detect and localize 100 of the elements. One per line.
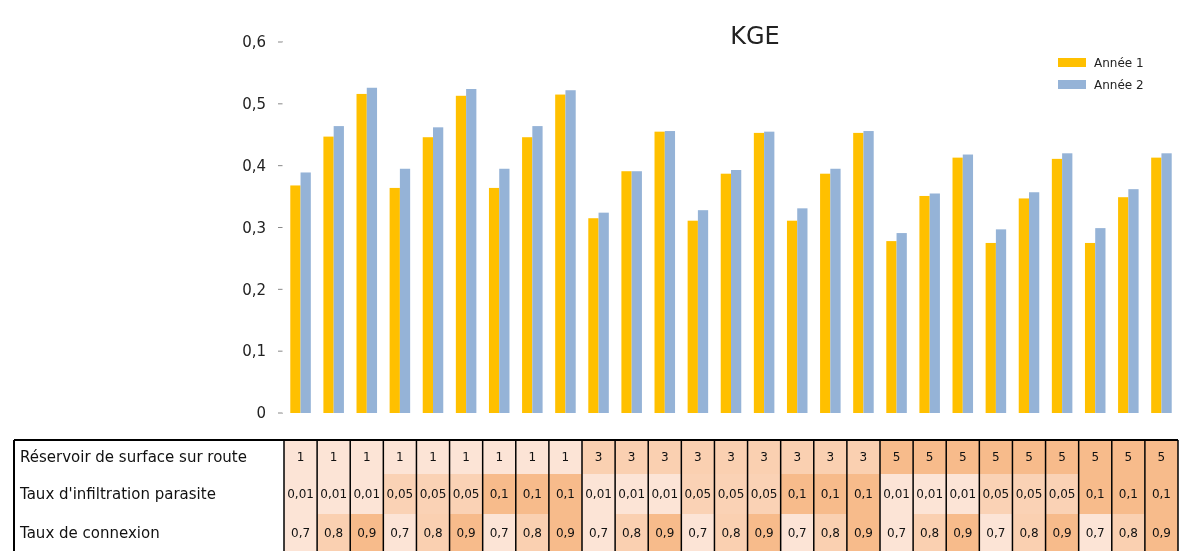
data-label: 5 [992, 450, 1000, 465]
data-label: 0,01 [883, 487, 910, 502]
bar [399, 168, 411, 413]
data-label: 0,1 [1085, 487, 1105, 502]
bar [1095, 228, 1106, 413]
bar [356, 93, 367, 413]
bar [985, 242, 996, 413]
data-label: 0,7 [390, 526, 410, 541]
y-tick-label: 0,6 [242, 33, 266, 52]
bar [1029, 192, 1040, 413]
data-label: 0,1 [1118, 487, 1138, 502]
bar [731, 170, 742, 413]
data-label: 0,05 [750, 487, 778, 502]
data-label: 0,9 [953, 526, 973, 541]
bar [588, 218, 599, 413]
data-label: 0,9 [1151, 526, 1171, 541]
bar [753, 132, 765, 413]
data-label: 3 [594, 450, 603, 465]
data-label: 0,05 [684, 487, 712, 502]
data-label: 0,05 [717, 487, 745, 502]
data-label: 3 [627, 450, 636, 465]
bar [853, 132, 864, 413]
bar [687, 220, 698, 413]
bar [366, 87, 378, 413]
data-label: 0,1 [555, 487, 575, 502]
data-label: 1 [561, 450, 570, 465]
data-label: 0,8 [522, 526, 542, 541]
bar [896, 233, 907, 413]
data-label: 1 [462, 450, 470, 465]
data-label: 0,8 [324, 526, 344, 541]
data-label: 5 [958, 450, 967, 465]
bar [522, 137, 533, 413]
bar [1128, 189, 1139, 413]
bar [290, 185, 301, 413]
data-label: 0,1 [820, 487, 840, 502]
bar [466, 88, 477, 413]
bar [1151, 157, 1162, 413]
bar [995, 229, 1007, 413]
y-tick-label: 0,5 [242, 95, 266, 114]
data-label: 5 [1025, 450, 1033, 465]
data-label: 0,1 [1151, 487, 1171, 502]
data-label: 0,05 [1015, 487, 1043, 502]
data-label: 1 [528, 450, 537, 465]
data-label: 0,1 [853, 487, 873, 502]
data-label: 0,1 [489, 487, 509, 502]
data-label: 1 [329, 450, 338, 465]
legend-label: Année 2 [1094, 78, 1144, 93]
data-label: 3 [660, 450, 669, 465]
data-label: 1 [362, 450, 371, 465]
bar [323, 136, 334, 413]
data-label: 0,8 [1118, 526, 1138, 541]
data-label: 0,05 [386, 487, 414, 502]
bar [422, 137, 433, 413]
y-tick-label: Réservoir de surface sur route [20, 448, 247, 467]
data-label: 0,01 [287, 487, 314, 502]
data-label: 0,9 [456, 526, 476, 541]
data-label: 0,7 [589, 526, 609, 541]
data-label: 0,8 [1019, 526, 1039, 541]
bar [333, 126, 344, 413]
data-label: 5 [925, 450, 934, 465]
data-label: 0,8 [721, 526, 741, 541]
data-label: 3 [727, 450, 735, 465]
data-label: 0,9 [555, 526, 575, 541]
bar [1018, 198, 1029, 413]
data-label: 0,05 [419, 487, 447, 502]
data-label: 0,01 [353, 487, 381, 502]
data-label: 5 [1058, 450, 1066, 465]
data-label: 0,05 [982, 487, 1010, 502]
bar [830, 168, 841, 413]
data-label: 1 [396, 450, 404, 465]
bar [1051, 158, 1063, 413]
bar [664, 131, 676, 413]
data-label: 0,7 [787, 526, 807, 541]
bar [919, 195, 930, 413]
bar [720, 173, 731, 413]
data-label: 3 [694, 450, 702, 465]
data-label: 0,1 [787, 487, 807, 502]
bar [962, 154, 974, 413]
data-label: 0,01 [320, 487, 348, 502]
data-label: 0,9 [357, 526, 377, 541]
bar [455, 95, 467, 413]
bar [532, 126, 543, 413]
bar [820, 173, 831, 413]
data-label: 0,05 [452, 487, 480, 502]
data-label: 5 [1124, 450, 1133, 465]
data-label: 0,8 [920, 526, 940, 541]
legend-label: Année 1 [1094, 56, 1144, 71]
bar [433, 127, 444, 413]
data-label: 0,7 [291, 526, 311, 541]
data-label: 0,9 [655, 526, 675, 541]
y-tick-label: Taux d'infiltration parasite [19, 485, 216, 504]
data-label: 1 [429, 450, 437, 465]
bar [499, 168, 510, 413]
data-label: 0,9 [754, 526, 774, 541]
bar [300, 172, 311, 413]
data-label: 0,7 [688, 526, 708, 541]
chart-title: KGE [730, 22, 780, 50]
data-label: 5 [1091, 450, 1100, 465]
data-label: 3 [826, 450, 835, 465]
data-label: 0,7 [1085, 526, 1105, 541]
